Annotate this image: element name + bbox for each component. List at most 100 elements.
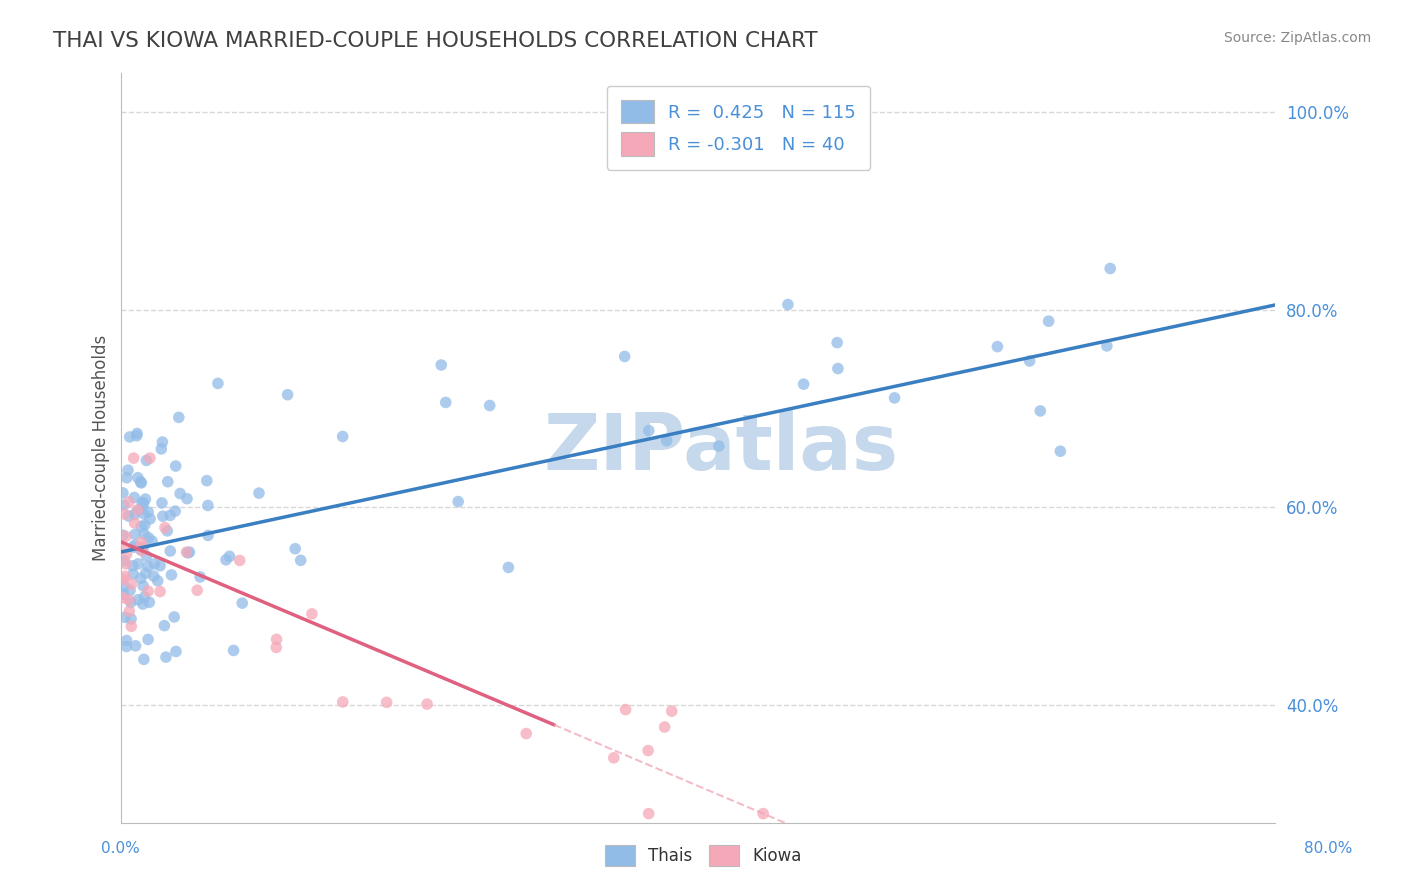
Point bbox=[111, 486, 134, 500]
Point bbox=[118, 604, 141, 618]
Point bbox=[118, 430, 141, 444]
Point bbox=[131, 543, 153, 558]
Point bbox=[124, 508, 146, 522]
Point bbox=[478, 399, 501, 413]
Point bbox=[416, 697, 439, 711]
Point bbox=[165, 458, 187, 473]
Point bbox=[111, 572, 134, 586]
Point bbox=[153, 521, 176, 535]
Point bbox=[134, 517, 156, 532]
Point bbox=[614, 702, 637, 716]
Point bbox=[125, 428, 148, 442]
Point bbox=[124, 516, 146, 530]
Point bbox=[129, 535, 152, 549]
Point bbox=[136, 584, 159, 599]
Point bbox=[434, 395, 457, 409]
Point bbox=[132, 597, 155, 611]
Point bbox=[114, 541, 136, 555]
Point bbox=[159, 544, 181, 558]
Text: THAI VS KIOWA MARRIED-COUPLE HOUSEHOLDS CORRELATION CHART: THAI VS KIOWA MARRIED-COUPLE HOUSEHOLDS … bbox=[53, 31, 818, 51]
Point bbox=[134, 527, 156, 541]
Point bbox=[129, 475, 152, 490]
Point bbox=[1038, 314, 1060, 328]
Point bbox=[264, 640, 287, 655]
Point bbox=[114, 529, 136, 543]
Point bbox=[127, 426, 149, 441]
Point bbox=[134, 492, 156, 507]
Point bbox=[149, 584, 172, 599]
Point bbox=[825, 335, 848, 350]
Point bbox=[430, 358, 453, 372]
Point bbox=[115, 471, 138, 485]
Point bbox=[284, 541, 307, 556]
Point bbox=[121, 577, 143, 591]
Point bbox=[188, 570, 211, 584]
Point bbox=[637, 806, 659, 821]
Point bbox=[131, 519, 153, 533]
Point bbox=[117, 509, 139, 524]
Point bbox=[121, 558, 143, 573]
Point bbox=[655, 434, 678, 448]
Point bbox=[207, 376, 229, 391]
Point bbox=[114, 507, 136, 521]
Point bbox=[827, 361, 849, 376]
Point bbox=[447, 494, 470, 508]
Point bbox=[375, 695, 398, 709]
Point bbox=[120, 583, 142, 598]
Text: ZIPatlas: ZIPatlas bbox=[544, 410, 898, 486]
Point bbox=[228, 553, 250, 567]
Point bbox=[124, 639, 146, 653]
Point bbox=[159, 508, 181, 523]
Point bbox=[141, 534, 163, 549]
Point bbox=[247, 486, 270, 500]
Point bbox=[134, 590, 156, 604]
Point bbox=[129, 475, 152, 489]
Point bbox=[277, 387, 299, 401]
Point bbox=[661, 704, 683, 718]
Point bbox=[120, 619, 142, 633]
Point bbox=[603, 751, 626, 765]
Point bbox=[111, 528, 134, 542]
Point bbox=[186, 583, 208, 598]
Point bbox=[120, 612, 142, 626]
Point bbox=[153, 618, 176, 632]
Point bbox=[128, 503, 150, 517]
Point bbox=[115, 640, 138, 654]
Point bbox=[118, 495, 141, 509]
Point bbox=[122, 540, 145, 554]
Point bbox=[129, 542, 152, 557]
Point bbox=[752, 806, 775, 821]
Point bbox=[129, 571, 152, 585]
Point bbox=[150, 442, 173, 456]
Point bbox=[1029, 404, 1052, 418]
Point bbox=[195, 474, 218, 488]
Point bbox=[139, 451, 162, 466]
Point bbox=[613, 350, 636, 364]
Point bbox=[883, 391, 905, 405]
Point bbox=[176, 545, 198, 559]
Point bbox=[124, 538, 146, 552]
Point bbox=[150, 496, 173, 510]
Point bbox=[1095, 339, 1118, 353]
Text: Source: ZipAtlas.com: Source: ZipAtlas.com bbox=[1223, 31, 1371, 45]
Text: 0.0%: 0.0% bbox=[101, 841, 141, 856]
Point bbox=[135, 453, 157, 467]
Point bbox=[156, 475, 179, 489]
Point bbox=[197, 528, 219, 542]
Point bbox=[179, 545, 201, 559]
Point bbox=[222, 643, 245, 657]
Point bbox=[654, 720, 676, 734]
Point bbox=[117, 463, 139, 477]
Point bbox=[498, 560, 520, 574]
Point bbox=[149, 558, 172, 573]
Y-axis label: Married-couple Households: Married-couple Households bbox=[93, 335, 110, 561]
Point bbox=[707, 439, 730, 453]
Point bbox=[515, 726, 537, 740]
Point bbox=[114, 569, 136, 583]
Point bbox=[167, 410, 190, 425]
Point bbox=[127, 503, 149, 517]
Point bbox=[165, 644, 187, 658]
Point bbox=[118, 592, 141, 607]
Point bbox=[986, 340, 1008, 354]
Point bbox=[132, 507, 155, 521]
